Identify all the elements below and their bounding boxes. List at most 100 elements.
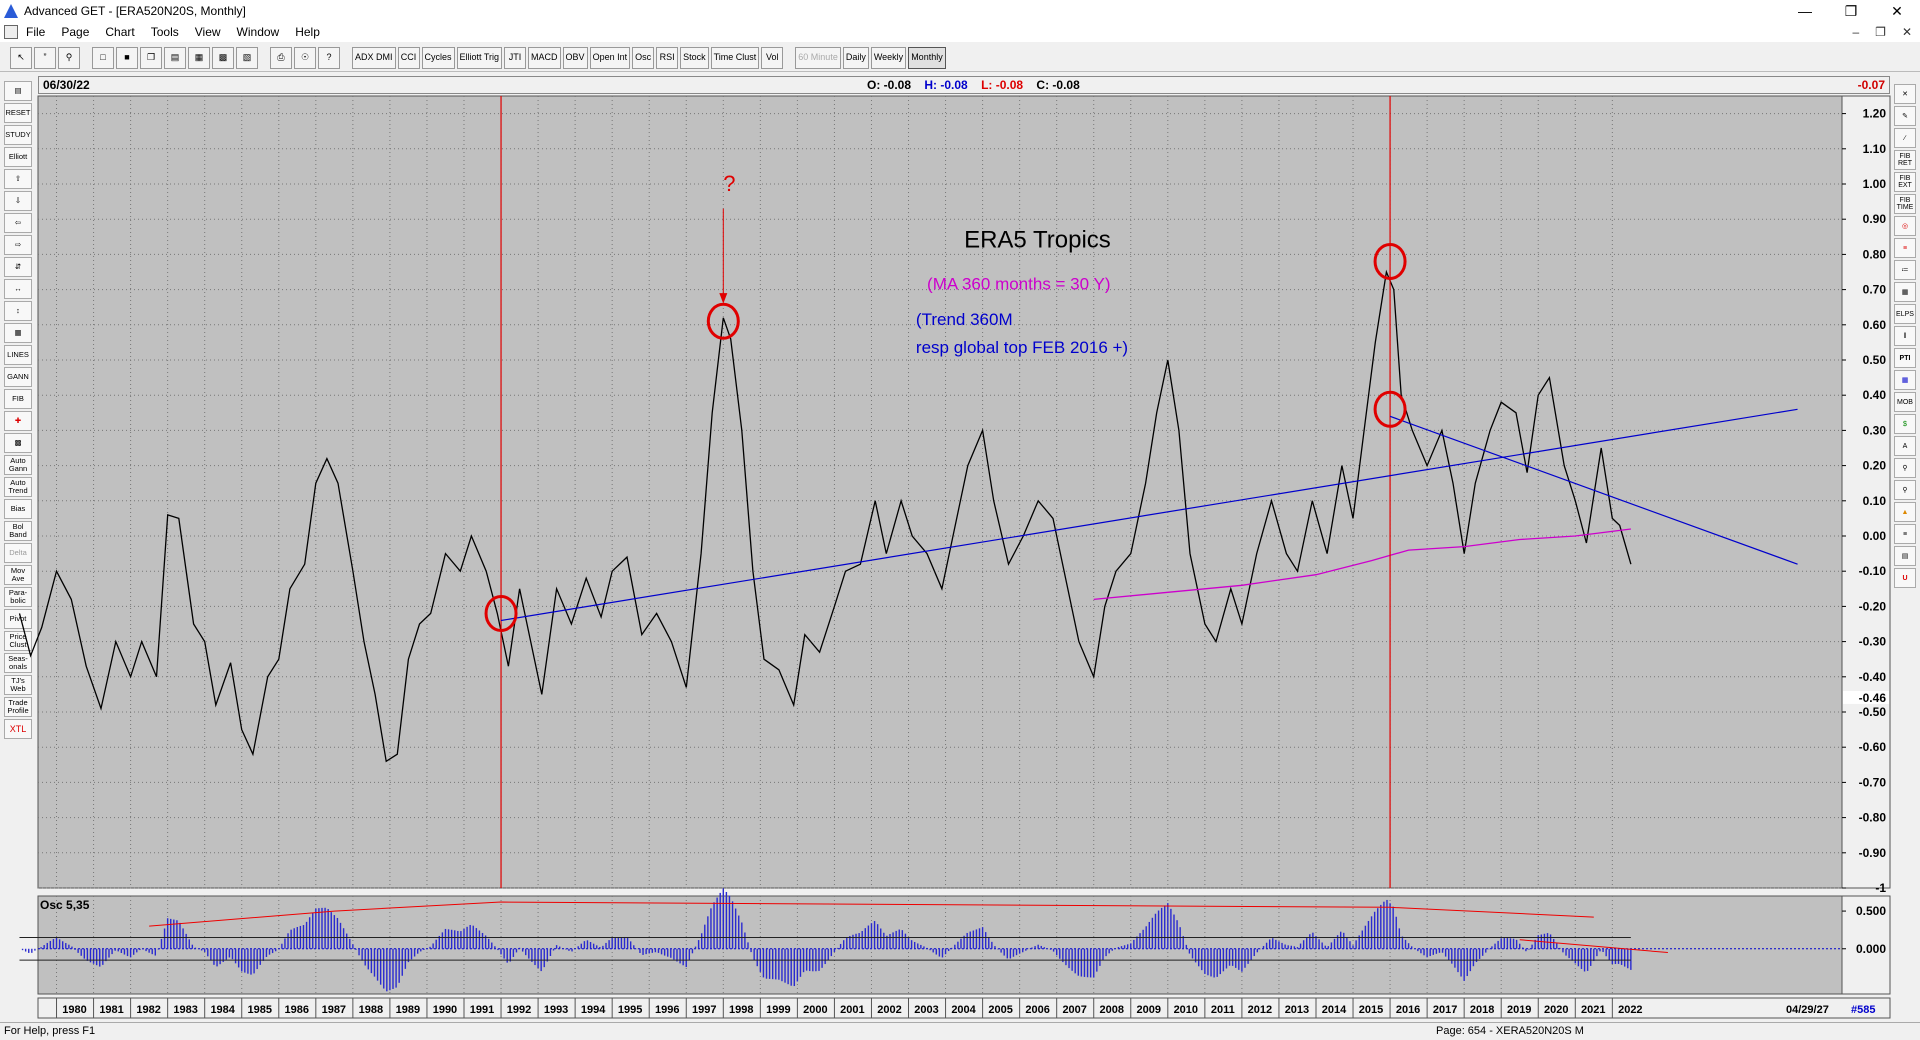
tool-autotrend-button[interactable]: Auto Trend: [4, 477, 32, 497]
indicator-cycles-button[interactable]: Cycles: [421, 46, 455, 69]
pencil-icon[interactable]: ✎: [1894, 106, 1916, 126]
quote-icon[interactable]: ”: [34, 46, 56, 69]
dollar-icon[interactable]: $: [1894, 414, 1916, 434]
tool-priceclust-button[interactable]: Price Clust: [4, 631, 32, 651]
mdi-restore-button[interactable]: ❐: [1875, 25, 1886, 39]
line-tool-icon[interactable]: ∕: [1894, 128, 1916, 148]
fib-ext-button[interactable]: FIB EXT: [1894, 172, 1916, 192]
print-icon[interactable]: ⎙: [270, 46, 292, 69]
close-chart-icon[interactable]: ✕: [1894, 84, 1916, 104]
tool-tradeprofile-button[interactable]: Trade Profile: [4, 697, 32, 717]
indicator-obv-button[interactable]: OBV: [562, 46, 588, 69]
copy-icon[interactable]: ❐: [140, 46, 162, 69]
crosshair-icon[interactable]: ✚: [4, 411, 32, 431]
restore-button[interactable]: ❐: [1844, 2, 1858, 19]
channel-icon[interactable]: ≡: [1894, 238, 1916, 258]
minimize-button[interactable]: —: [1798, 3, 1812, 19]
close-value: C: -0.08: [1036, 78, 1080, 92]
arrow-up-icon[interactable]: ⇧: [4, 169, 32, 189]
tool-autogann-button[interactable]: Auto Gann: [4, 455, 32, 475]
indicator-adx-button[interactable]: ADX DMI: [352, 46, 396, 69]
indicator-stock-button[interactable]: Stock: [680, 46, 709, 69]
search-icon[interactable]: ⚲: [1894, 480, 1916, 500]
table-icon[interactable]: ▦: [4, 323, 32, 343]
arrange-icon[interactable]: ▧: [236, 46, 258, 69]
menu-tools[interactable]: Tools: [150, 25, 179, 39]
layout-icon[interactable]: ▦: [188, 46, 210, 69]
text-tool-icon[interactable]: A: [1894, 436, 1916, 456]
parallel-icon[interactable]: ‖: [1894, 326, 1916, 346]
zoom-icon[interactable]: ⚲: [58, 46, 80, 69]
properties-icon[interactable]: ▩: [4, 433, 32, 453]
indicator-vol-button[interactable]: Vol: [761, 46, 784, 69]
ruler-icon[interactable]: ▤: [1894, 546, 1916, 566]
arrow-left-icon[interactable]: ⇦: [4, 213, 32, 233]
arrow-down-icon[interactable]: ⇩: [4, 191, 32, 211]
tool-tjsweb-button[interactable]: TJ's Web: [4, 675, 32, 695]
tool-movave-button[interactable]: Mov Ave: [4, 565, 32, 585]
tool-parabolic-button[interactable]: Para-bolic: [4, 587, 32, 607]
magnet-icon[interactable]: U: [1894, 568, 1916, 588]
save-icon[interactable]: ■: [116, 46, 138, 69]
box-icon[interactable]: ▦: [1894, 282, 1916, 302]
tool-reset-button[interactable]: RESET: [4, 103, 32, 123]
tool-bias-button[interactable]: Bias: [4, 499, 32, 519]
lightbulb-icon[interactable]: ☉: [294, 46, 316, 69]
list-icon[interactable]: ≡: [1894, 524, 1916, 544]
tool-elliott-button[interactable]: Elliott: [4, 147, 32, 167]
document-icon[interactable]: [4, 25, 18, 39]
ellipse-button[interactable]: ELPS: [1894, 304, 1916, 324]
mob-button[interactable]: MOB: [1894, 392, 1916, 412]
timeframe-60min-button[interactable]: 60 Minute: [795, 46, 841, 69]
tool-seasonals-button[interactable]: Seas-onals: [4, 653, 32, 673]
help-icon[interactable]: ?: [318, 46, 340, 69]
cursor-icon[interactable]: ↖: [10, 46, 32, 69]
expand-horizontal-icon[interactable]: ↔: [4, 279, 32, 299]
menu-file[interactable]: File: [26, 25, 46, 39]
fan-icon[interactable]: ≔: [1894, 260, 1916, 280]
tool-study-button[interactable]: STUDY: [4, 125, 32, 145]
tool-delta-button[interactable]: Delta: [4, 543, 32, 563]
fib-time-button[interactable]: FIB TIME: [1894, 194, 1916, 214]
annotation-text: ERA5 Tropics: [964, 226, 1111, 253]
expand-vertical-icon[interactable]: ↕: [4, 301, 32, 321]
tool-xtl-button[interactable]: XTL: [4, 719, 32, 739]
tool-open-icon[interactable]: ▤: [4, 81, 32, 101]
tool-fib-button[interactable]: FIB: [4, 389, 32, 409]
fib-ret-button[interactable]: FIB RET: [1894, 150, 1916, 170]
magnifier-icon[interactable]: ⚲: [1894, 458, 1916, 478]
spiral-icon[interactable]: ◎: [1894, 216, 1916, 236]
pti-button[interactable]: PTI: [1894, 348, 1916, 368]
tool-pivot-button[interactable]: Pivot: [4, 609, 32, 629]
indicator-cci-button[interactable]: CCI: [397, 46, 420, 69]
menu-chart[interactable]: Chart: [105, 25, 135, 39]
paste-icon[interactable]: ▤: [164, 46, 186, 69]
tool-gann-button[interactable]: GANN: [4, 367, 32, 387]
indicator-openint-button[interactable]: Open Int: [589, 46, 631, 69]
mdi-minimize-button[interactable]: –: [1852, 25, 1860, 39]
menu-page[interactable]: Page: [61, 25, 90, 39]
close-button[interactable]: ✕: [1891, 2, 1903, 19]
tool-bolband-button[interactable]: Bol Band: [4, 521, 32, 541]
grid-icon[interactable]: ▩: [212, 46, 234, 69]
tool-lines-button[interactable]: LINES: [4, 345, 32, 365]
timeframe-monthly-button[interactable]: Monthly: [908, 46, 946, 69]
indicator-elliott-button[interactable]: Elliott Trig: [456, 46, 503, 69]
mdi-close-button[interactable]: ✕: [1901, 25, 1912, 39]
indicator-rsi-button[interactable]: RSI: [656, 46, 679, 69]
indicator-macd-button[interactable]: MACD: [528, 46, 561, 69]
timeframe-daily-button[interactable]: Daily: [842, 46, 869, 69]
paint-icon[interactable]: ▲: [1894, 502, 1916, 522]
timeframe-weekly-button[interactable]: Weekly: [870, 46, 907, 69]
menu-window[interactable]: Window: [236, 25, 280, 39]
new-icon[interactable]: □: [92, 46, 114, 69]
indicator-timeclust-button[interactable]: Time Clust: [710, 46, 760, 69]
indicator-jti-button[interactable]: JTI: [504, 46, 527, 69]
indicator-osc-button[interactable]: Osc: [632, 46, 655, 69]
menu-help[interactable]: Help: [295, 25, 320, 39]
compress-icon[interactable]: ⇵: [4, 257, 32, 277]
grid-tool-icon[interactable]: ▦: [1894, 370, 1916, 390]
menu-view[interactable]: View: [194, 25, 221, 39]
arrow-right-icon[interactable]: ⇨: [4, 235, 32, 255]
